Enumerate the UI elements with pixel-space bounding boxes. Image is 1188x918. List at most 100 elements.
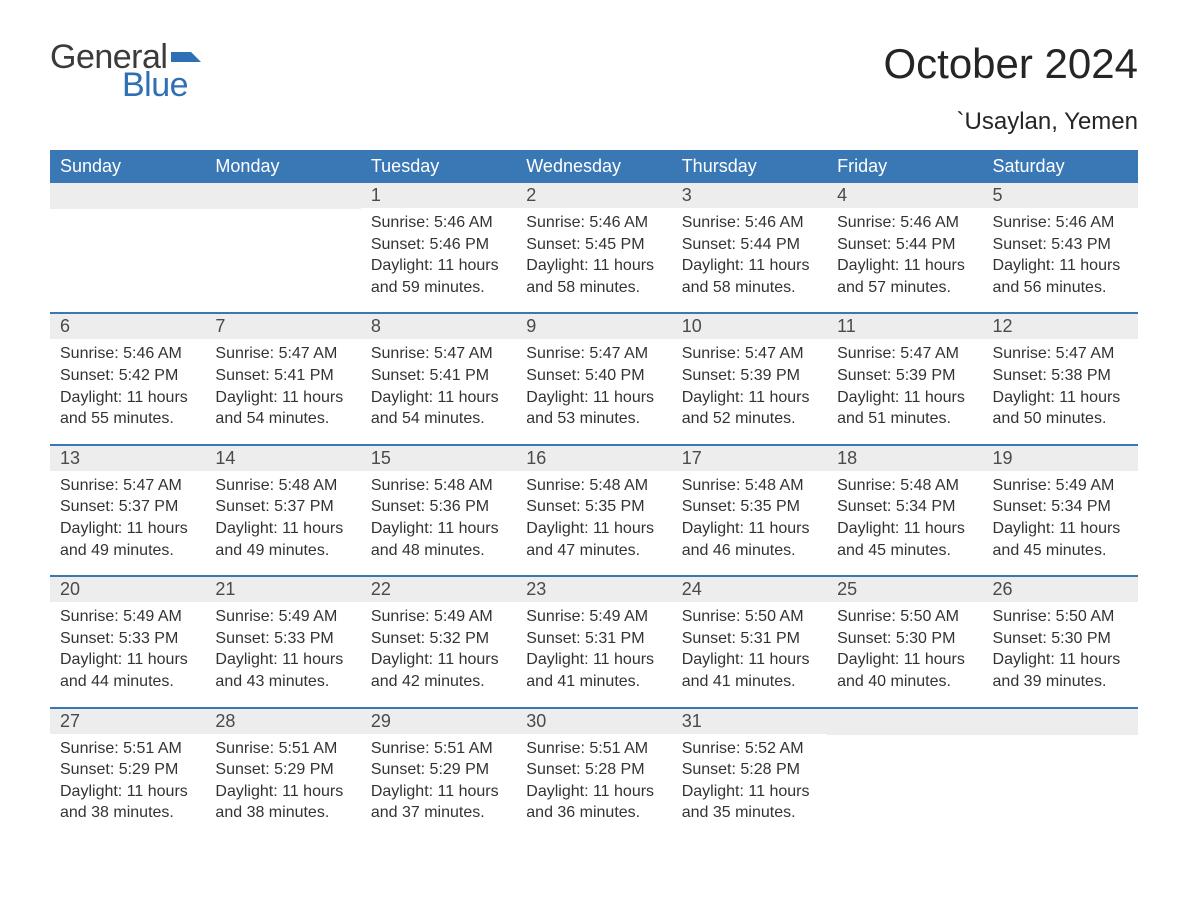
day-body: Sunrise: 5:46 AMSunset: 5:43 PMDaylight:…: [983, 208, 1138, 312]
calendar-day: 25Sunrise: 5:50 AMSunset: 5:30 PMDayligh…: [827, 577, 982, 706]
calendar-day: 11Sunrise: 5:47 AMSunset: 5:39 PMDayligh…: [827, 314, 982, 443]
calendar-day: 8Sunrise: 5:47 AMSunset: 5:41 PMDaylight…: [361, 314, 516, 443]
day-number: 23: [516, 577, 671, 602]
sunrise-line: Sunrise: 5:48 AM: [682, 475, 817, 497]
logo-word2: Blue: [122, 68, 201, 102]
calendar-day: 31Sunrise: 5:52 AMSunset: 5:28 PMDayligh…: [672, 709, 827, 838]
day-number: 15: [361, 446, 516, 471]
sunset-line: Sunset: 5:33 PM: [60, 628, 195, 650]
daylight-line: Daylight: 11 hours and 58 minutes.: [682, 255, 817, 298]
day-number: 10: [672, 314, 827, 339]
day-body: Sunrise: 5:51 AMSunset: 5:28 PMDaylight:…: [516, 734, 671, 838]
calendar-day: 15Sunrise: 5:48 AMSunset: 5:36 PMDayligh…: [361, 446, 516, 575]
sunrise-line: Sunrise: 5:49 AM: [993, 475, 1128, 497]
day-number: 29: [361, 709, 516, 734]
calendar-day: 17Sunrise: 5:48 AMSunset: 5:35 PMDayligh…: [672, 446, 827, 575]
sunrise-line: Sunrise: 5:50 AM: [837, 606, 972, 628]
sunrise-line: Sunrise: 5:46 AM: [837, 212, 972, 234]
sunrise-line: Sunrise: 5:46 AM: [371, 212, 506, 234]
calendar-day: 12Sunrise: 5:47 AMSunset: 5:38 PMDayligh…: [983, 314, 1138, 443]
daylight-line: Daylight: 11 hours and 43 minutes.: [215, 649, 350, 692]
daylight-line: Daylight: 11 hours and 48 minutes.: [371, 518, 506, 561]
daylight-line: Daylight: 11 hours and 36 minutes.: [526, 781, 661, 824]
calendar-day: 26Sunrise: 5:50 AMSunset: 5:30 PMDayligh…: [983, 577, 1138, 706]
calendar-week: 1Sunrise: 5:46 AMSunset: 5:46 PMDaylight…: [50, 183, 1138, 312]
day-number: 22: [361, 577, 516, 602]
day-body: Sunrise: 5:48 AMSunset: 5:35 PMDaylight:…: [672, 471, 827, 575]
sunrise-line: Sunrise: 5:49 AM: [60, 606, 195, 628]
sunset-line: Sunset: 5:29 PM: [215, 759, 350, 781]
sunrise-line: Sunrise: 5:46 AM: [526, 212, 661, 234]
day-number: 31: [672, 709, 827, 734]
daylight-line: Daylight: 11 hours and 45 minutes.: [837, 518, 972, 561]
day-body: Sunrise: 5:47 AMSunset: 5:39 PMDaylight:…: [827, 339, 982, 443]
sunset-line: Sunset: 5:30 PM: [993, 628, 1128, 650]
sunrise-line: Sunrise: 5:46 AM: [993, 212, 1128, 234]
calendar-day: 24Sunrise: 5:50 AMSunset: 5:31 PMDayligh…: [672, 577, 827, 706]
calendar-day: 10Sunrise: 5:47 AMSunset: 5:39 PMDayligh…: [672, 314, 827, 443]
sunset-line: Sunset: 5:45 PM: [526, 234, 661, 256]
calendar-day: 5Sunrise: 5:46 AMSunset: 5:43 PMDaylight…: [983, 183, 1138, 312]
day-body: Sunrise: 5:46 AMSunset: 5:44 PMDaylight:…: [672, 208, 827, 312]
day-number: 19: [983, 446, 1138, 471]
calendar-day: 4Sunrise: 5:46 AMSunset: 5:44 PMDaylight…: [827, 183, 982, 312]
day-body: Sunrise: 5:47 AMSunset: 5:40 PMDaylight:…: [516, 339, 671, 443]
day-number: 1: [361, 183, 516, 208]
daylight-line: Daylight: 11 hours and 47 minutes.: [526, 518, 661, 561]
daylight-line: Daylight: 11 hours and 45 minutes.: [993, 518, 1128, 561]
sunset-line: Sunset: 5:44 PM: [682, 234, 817, 256]
day-number: [827, 709, 982, 735]
calendar-day: 28Sunrise: 5:51 AMSunset: 5:29 PMDayligh…: [205, 709, 360, 838]
daylight-line: Daylight: 11 hours and 49 minutes.: [60, 518, 195, 561]
daylight-line: Daylight: 11 hours and 39 minutes.: [993, 649, 1128, 692]
day-number: 17: [672, 446, 827, 471]
sunrise-line: Sunrise: 5:47 AM: [682, 343, 817, 365]
sunrise-line: Sunrise: 5:49 AM: [215, 606, 350, 628]
page-title: October 2024: [883, 40, 1138, 88]
day-number: 28: [205, 709, 360, 734]
sunrise-line: Sunrise: 5:51 AM: [60, 738, 195, 760]
calendar-day: 7Sunrise: 5:47 AMSunset: 5:41 PMDaylight…: [205, 314, 360, 443]
day-body: Sunrise: 5:47 AMSunset: 5:39 PMDaylight:…: [672, 339, 827, 443]
calendar: SundayMondayTuesdayWednesdayThursdayFrid…: [50, 150, 1138, 838]
sunrise-line: Sunrise: 5:49 AM: [526, 606, 661, 628]
sunrise-line: Sunrise: 5:47 AM: [60, 475, 195, 497]
sunrise-line: Sunrise: 5:50 AM: [993, 606, 1128, 628]
sunrise-line: Sunrise: 5:47 AM: [837, 343, 972, 365]
day-body: [205, 209, 360, 227]
day-number: 2: [516, 183, 671, 208]
sunset-line: Sunset: 5:31 PM: [682, 628, 817, 650]
weekday-header-cell: Sunday: [50, 150, 205, 183]
sunrise-line: Sunrise: 5:46 AM: [682, 212, 817, 234]
sunset-line: Sunset: 5:33 PM: [215, 628, 350, 650]
day-body: Sunrise: 5:46 AMSunset: 5:42 PMDaylight:…: [50, 339, 205, 443]
day-number: 18: [827, 446, 982, 471]
sunset-line: Sunset: 5:30 PM: [837, 628, 972, 650]
weekday-header-cell: Monday: [205, 150, 360, 183]
day-body: Sunrise: 5:49 AMSunset: 5:33 PMDaylight:…: [50, 602, 205, 706]
day-body: Sunrise: 5:47 AMSunset: 5:38 PMDaylight:…: [983, 339, 1138, 443]
day-body: Sunrise: 5:48 AMSunset: 5:34 PMDaylight:…: [827, 471, 982, 575]
sunset-line: Sunset: 5:42 PM: [60, 365, 195, 387]
day-body: Sunrise: 5:47 AMSunset: 5:37 PMDaylight:…: [50, 471, 205, 575]
weekday-header-cell: Saturday: [983, 150, 1138, 183]
sunrise-line: Sunrise: 5:51 AM: [526, 738, 661, 760]
sunset-line: Sunset: 5:41 PM: [371, 365, 506, 387]
sunrise-line: Sunrise: 5:51 AM: [215, 738, 350, 760]
daylight-line: Daylight: 11 hours and 58 minutes.: [526, 255, 661, 298]
sunrise-line: Sunrise: 5:47 AM: [215, 343, 350, 365]
day-body: Sunrise: 5:51 AMSunset: 5:29 PMDaylight:…: [50, 734, 205, 838]
daylight-line: Daylight: 11 hours and 52 minutes.: [682, 387, 817, 430]
sunset-line: Sunset: 5:34 PM: [993, 496, 1128, 518]
daylight-line: Daylight: 11 hours and 59 minutes.: [371, 255, 506, 298]
day-number: 21: [205, 577, 360, 602]
calendar-day: [50, 183, 205, 312]
sunrise-line: Sunrise: 5:51 AM: [371, 738, 506, 760]
day-number: [983, 709, 1138, 735]
sunset-line: Sunset: 5:44 PM: [837, 234, 972, 256]
calendar-day: 30Sunrise: 5:51 AMSunset: 5:28 PMDayligh…: [516, 709, 671, 838]
sunrise-line: Sunrise: 5:48 AM: [837, 475, 972, 497]
daylight-line: Daylight: 11 hours and 51 minutes.: [837, 387, 972, 430]
day-body: Sunrise: 5:49 AMSunset: 5:31 PMDaylight:…: [516, 602, 671, 706]
day-body: Sunrise: 5:49 AMSunset: 5:34 PMDaylight:…: [983, 471, 1138, 575]
